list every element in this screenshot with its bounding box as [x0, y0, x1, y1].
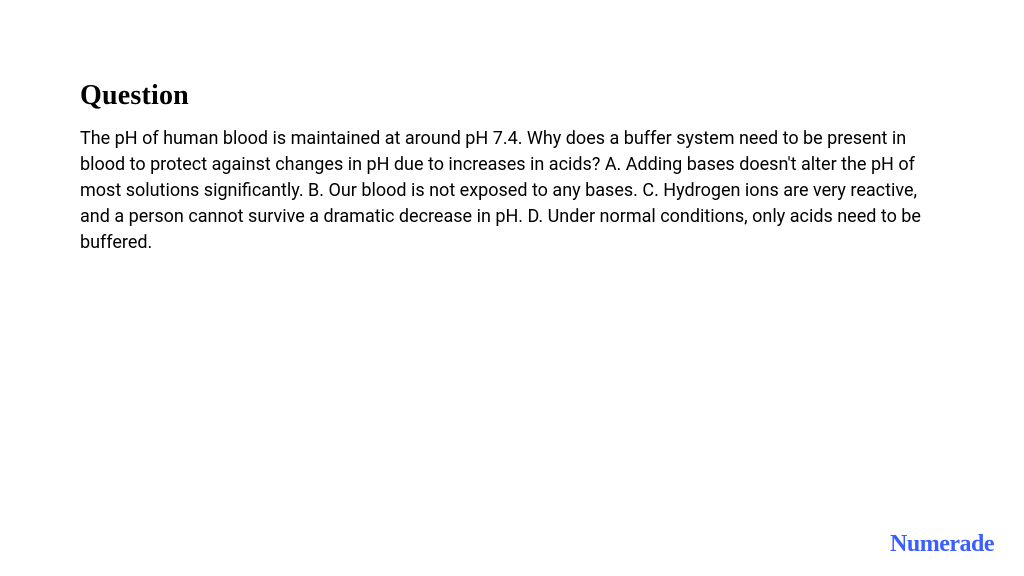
question-heading: Question	[80, 80, 944, 112]
question-container: Question The pH of human blood is mainta…	[0, 0, 1024, 256]
numerade-logo: Numerade	[890, 531, 994, 558]
question-body: The pH of human blood is maintained at a…	[80, 126, 944, 256]
